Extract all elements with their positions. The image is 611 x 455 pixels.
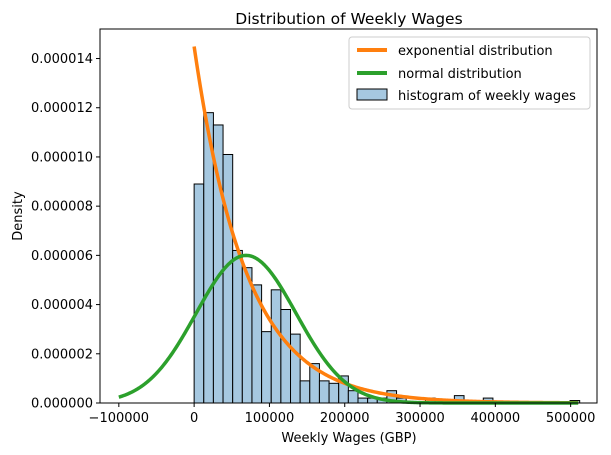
y-axis: 0.000000 0.000002 0.000004 0.000006 0.000008… [31, 52, 100, 412]
histogram-bar [193, 183, 205, 404]
histogram-bar [232, 249, 243, 404]
legend-swatch-histogram [356, 88, 388, 101]
histogram-bar [347, 390, 359, 404]
histogram-bar [222, 153, 234, 404]
x-tick-label: 0 [190, 411, 198, 426]
x-tick-label: 500000 [546, 411, 596, 426]
legend-label-histogram: histogram of weekly wages [398, 89, 576, 104]
y-tick-label: 0.000010 [31, 150, 93, 165]
x-tick-label: 100000 [245, 411, 295, 426]
y-tick-label: 0.000008 [31, 200, 93, 215]
histogram-bars [193, 112, 581, 404]
y-tick-label: 0.000014 [31, 52, 93, 67]
x-tick-label: −100000 [89, 411, 150, 426]
y-axis-title: Density [11, 191, 26, 241]
y-tick-label: 0.000004 [31, 298, 93, 313]
histogram-bar [318, 380, 330, 404]
y-tick-label: 0.000012 [31, 101, 93, 116]
histogram-bar [280, 309, 292, 404]
x-axis-title: Weekly Wages (GBP) [281, 431, 416, 446]
legend: exponential distribution normal distribu… [348, 36, 591, 110]
legend-box [348, 36, 591, 110]
y-tick-label: 0.000006 [31, 249, 93, 264]
histogram-bar [328, 382, 340, 404]
histogram-bar [261, 331, 272, 404]
histogram-bar [270, 289, 282, 404]
y-tick-label: 0.000002 [31, 347, 93, 362]
x-axis: −100000 0 100000 200000 300000 400000 500000 [89, 403, 596, 426]
histogram-bar [290, 333, 301, 404]
x-tick-label: 300000 [395, 411, 445, 426]
histogram-bar [357, 397, 369, 404]
legend-label-normal: normal distribution [398, 67, 522, 82]
x-tick-label: 200000 [320, 411, 370, 426]
plot-frame [99, 28, 598, 404]
histogram-bar [241, 267, 253, 404]
chart-title: Distribution of Weekly Wages [235, 10, 462, 28]
legend-label-exponential: exponential distribution [398, 44, 553, 59]
x-tick-label: 400000 [471, 411, 521, 426]
histogram-bar [299, 380, 311, 404]
y-tick-label: 0.000000 [31, 397, 93, 412]
